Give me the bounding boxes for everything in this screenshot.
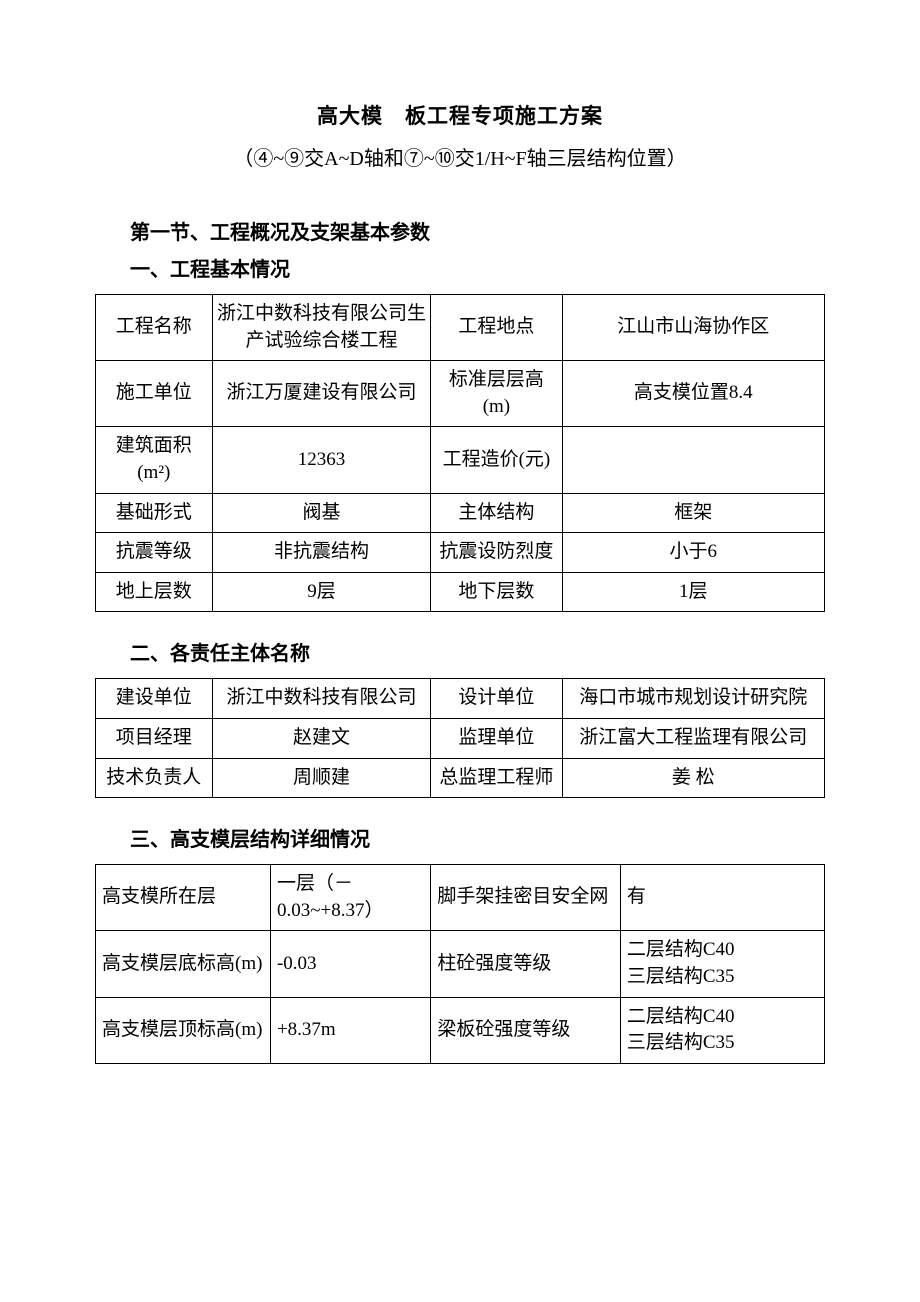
cell-label: 脚手架挂密目安全网 (431, 865, 621, 931)
cell-label: 工程名称 (96, 295, 213, 361)
cell-value: 江山市山海协作区 (562, 295, 824, 361)
cell-label: 地下层数 (431, 572, 562, 612)
table-row: 项目经理 赵建文 监理单位 浙江富大工程监理有限公司 (96, 718, 825, 758)
cell-value: -0.03 (270, 931, 430, 997)
cell-value: 二层结构C40三层结构C35 (620, 931, 824, 997)
cell-label: 施工单位 (96, 361, 213, 427)
cell-label: 高支模层顶标高(m) (96, 997, 271, 1063)
table-row: 地上层数 9层 地下层数 1层 (96, 572, 825, 612)
cell-label: 柱砼强度等级 (431, 931, 621, 997)
cell-value: 二层结构C40三层结构C35 (620, 997, 824, 1063)
cell-value: 非抗震结构 (212, 533, 431, 573)
cell-label: 抗震设防烈度 (431, 533, 562, 573)
cell-label: 总监理工程师 (431, 758, 562, 798)
table-row: 高支模所在层 一层（－0.03~+8.37） 脚手架挂密目安全网 有 (96, 865, 825, 931)
cell-label: 标准层层高(m) (431, 361, 562, 427)
table-row: 工程名称 浙江中数科技有限公司生产试验综合楼工程 工程地点 江山市山海协作区 (96, 295, 825, 361)
table-row: 高支模层底标高(m) -0.03 柱砼强度等级 二层结构C40三层结构C35 (96, 931, 825, 997)
responsibility-table: 建设单位 浙江中数科技有限公司 设计单位 海口市城市规划设计研究院 项目经理 赵… (95, 678, 825, 798)
subsection-2-heading: 二、各责任主体名称 (95, 637, 825, 666)
table-row: 抗震等级 非抗震结构 抗震设防烈度 小于6 (96, 533, 825, 573)
cell-value: 浙江中数科技有限公司生产试验综合楼工程 (212, 295, 431, 361)
cell-value (562, 427, 824, 493)
cell-value: 一层（－0.03~+8.37） (270, 865, 430, 931)
cell-label: 项目经理 (96, 718, 213, 758)
cell-label: 高支模层底标高(m) (96, 931, 271, 997)
cell-label: 建筑面积(m²) (96, 427, 213, 493)
cell-value: 姜 松 (562, 758, 824, 798)
cell-label: 高支模所在层 (96, 865, 271, 931)
cell-value: 12363 (212, 427, 431, 493)
cell-label: 工程地点 (431, 295, 562, 361)
table-row: 基础形式 阀基 主体结构 框架 (96, 493, 825, 533)
table-row: 高支模层顶标高(m) +8.37m 梁板砼强度等级 二层结构C40三层结构C35 (96, 997, 825, 1063)
cell-label: 抗震等级 (96, 533, 213, 573)
document-subtitle: （④~⑨交A~D轴和⑦~⑩交1/H~F轴三层结构位置） (95, 142, 825, 171)
project-info-table: 工程名称 浙江中数科技有限公司生产试验综合楼工程 工程地点 江山市山海协作区 施… (95, 294, 825, 612)
cell-label: 建设单位 (96, 679, 213, 719)
cell-value: 阀基 (212, 493, 431, 533)
cell-label: 梁板砼强度等级 (431, 997, 621, 1063)
cell-value: 周顺建 (212, 758, 431, 798)
cell-value: 浙江中数科技有限公司 (212, 679, 431, 719)
table-row: 建筑面积(m²) 12363 工程造价(元) (96, 427, 825, 493)
cell-label: 工程造价(元) (431, 427, 562, 493)
table-row: 施工单位 浙江万厦建设有限公司 标准层层高(m) 高支模位置8.4 (96, 361, 825, 427)
cell-label: 设计单位 (431, 679, 562, 719)
cell-value: 小于6 (562, 533, 824, 573)
cell-label: 主体结构 (431, 493, 562, 533)
cell-label: 技术负责人 (96, 758, 213, 798)
cell-value: +8.37m (270, 997, 430, 1063)
cell-value: 9层 (212, 572, 431, 612)
cell-label: 地上层数 (96, 572, 213, 612)
section-1-heading: 第一节、工程概况及支架基本参数 (95, 216, 825, 245)
table-row: 建设单位 浙江中数科技有限公司 设计单位 海口市城市规划设计研究院 (96, 679, 825, 719)
subsection-3-heading: 三、高支模层结构详细情况 (95, 823, 825, 852)
cell-label: 基础形式 (96, 493, 213, 533)
cell-value: 1层 (562, 572, 824, 612)
cell-value: 有 (620, 865, 824, 931)
cell-value: 高支模位置8.4 (562, 361, 824, 427)
cell-label: 监理单位 (431, 718, 562, 758)
structure-detail-table: 高支模所在层 一层（－0.03~+8.37） 脚手架挂密目安全网 有 高支模层底… (95, 864, 825, 1064)
cell-value: 海口市城市规划设计研究院 (562, 679, 824, 719)
cell-value: 赵建文 (212, 718, 431, 758)
table-row: 技术负责人 周顺建 总监理工程师 姜 松 (96, 758, 825, 798)
document-title: 高大模 板工程专项施工方案 (95, 100, 825, 130)
cell-value: 浙江万厦建设有限公司 (212, 361, 431, 427)
cell-value: 框架 (562, 493, 824, 533)
subsection-1-heading: 一、工程基本情况 (95, 253, 825, 282)
cell-value: 浙江富大工程监理有限公司 (562, 718, 824, 758)
